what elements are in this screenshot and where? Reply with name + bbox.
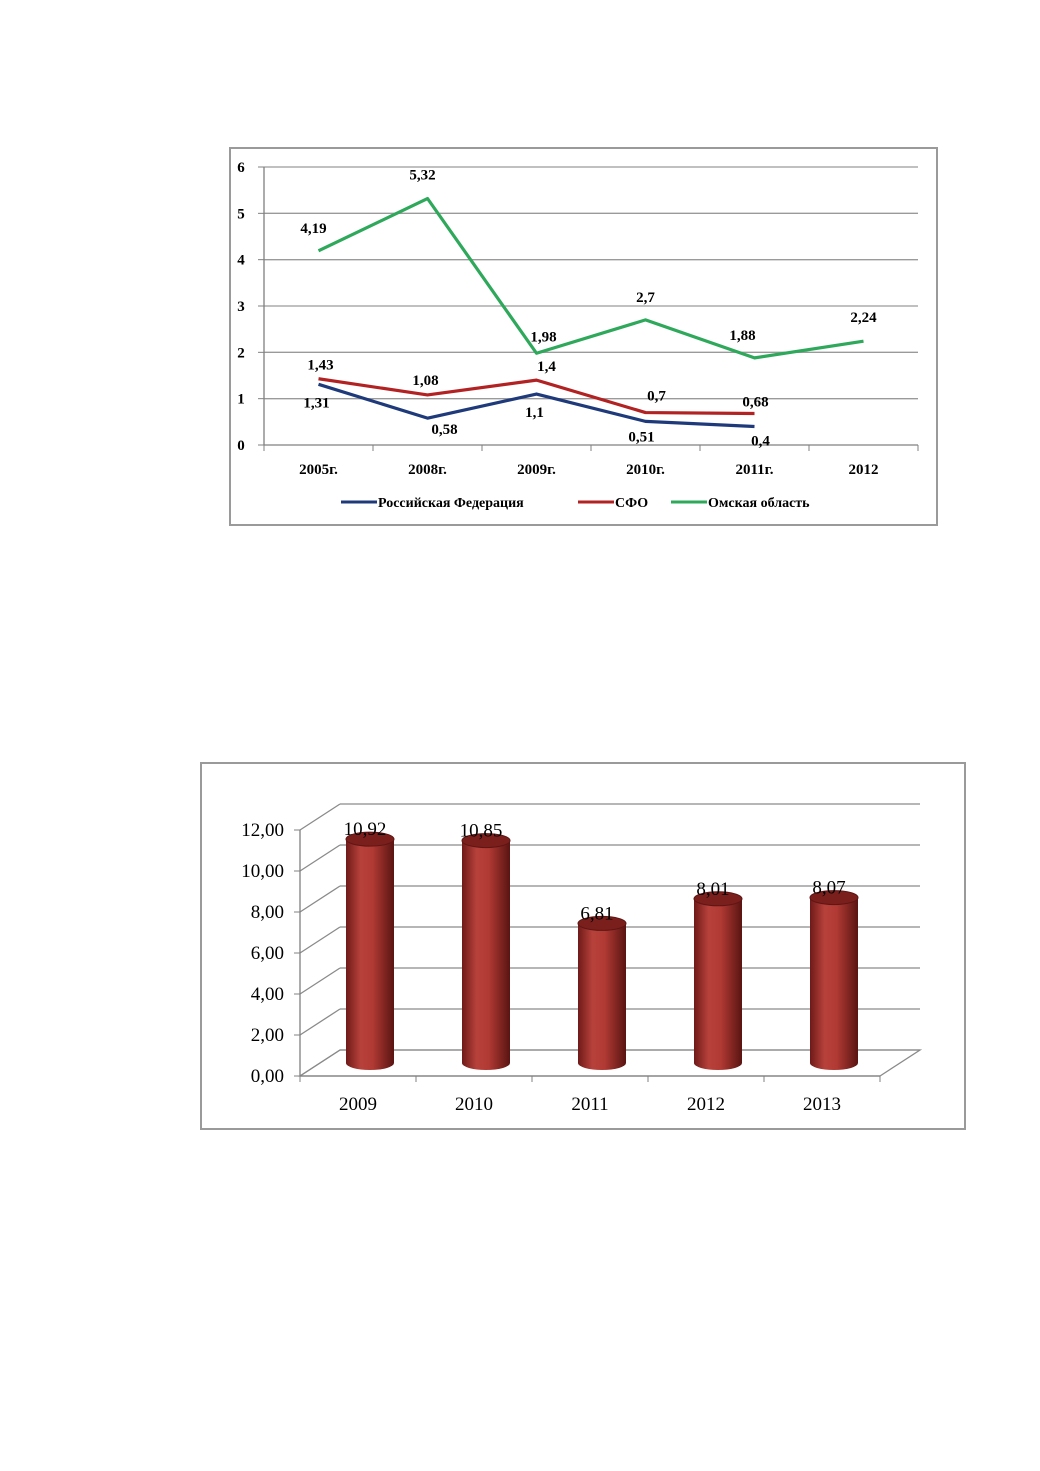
bar-body bbox=[346, 839, 394, 1070]
data-label: 10,92 bbox=[344, 819, 387, 840]
gridline-side bbox=[299, 926, 341, 954]
data-label: 2,24 bbox=[850, 310, 877, 326]
x-tick-label: 2012 bbox=[687, 1094, 725, 1115]
y-tick-label: 8,00 bbox=[251, 902, 284, 923]
y-tick-label: 5 bbox=[237, 206, 245, 222]
data-label: 1,1 bbox=[525, 405, 544, 421]
data-label: 2,7 bbox=[636, 290, 655, 306]
x-tick-label: 2009г. bbox=[517, 462, 556, 478]
data-label: 0,58 bbox=[431, 422, 457, 438]
series-line bbox=[317, 196, 864, 360]
x-tick-label: 2011 bbox=[571, 1094, 608, 1115]
series-line bbox=[318, 382, 755, 429]
data-label: 1,31 bbox=[303, 395, 329, 411]
line-chart: 0 1 2 3 4 5 6 2005г. 2008г. 2009г. 2010г. 2011г. 201… bbox=[237, 160, 919, 511]
bar-body bbox=[578, 923, 626, 1070]
data-label: 4,19 bbox=[300, 221, 326, 237]
bar-body bbox=[694, 898, 742, 1070]
data-label: 0,4 bbox=[751, 433, 770, 449]
legend-label: СФО bbox=[615, 496, 648, 511]
data-label: 1,08 bbox=[412, 373, 438, 389]
y-tick-label: 4,00 bbox=[251, 984, 284, 1005]
x-tick-label: 2005г. bbox=[299, 462, 338, 478]
y-tick-label: 2 bbox=[237, 345, 245, 361]
data-label: 6,81 bbox=[580, 903, 613, 924]
data-label: 8,01 bbox=[696, 879, 729, 900]
y-tick-label: 6,00 bbox=[251, 943, 284, 964]
bar-chart-frame: 0,00 2,00 4,00 6,00 8,00 10,00 12,00 10,92 2009 1… bbox=[200, 762, 966, 1130]
y-tick-label: 0,00 bbox=[251, 1066, 284, 1087]
data-label: 0,51 bbox=[628, 429, 654, 445]
legend-label: Омская область bbox=[708, 496, 810, 511]
bar-top bbox=[809, 890, 859, 906]
data-label: 8,07 bbox=[812, 878, 845, 899]
y-tick-label: 1 bbox=[237, 392, 245, 408]
bar-top bbox=[461, 833, 511, 849]
y-tick-label: 10,00 bbox=[241, 861, 284, 882]
series-line bbox=[318, 377, 755, 416]
data-label: 0,68 bbox=[742, 394, 768, 410]
bar-body bbox=[462, 840, 510, 1070]
bar-top bbox=[693, 891, 743, 907]
data-label: 1,98 bbox=[530, 329, 556, 345]
line-chart-frame: 0 1 2 3 4 5 6 2005г. 2008г. 2009г. 2010г. 2011г. 201… bbox=[229, 147, 938, 526]
gridline-side bbox=[299, 885, 341, 913]
y-tick-label: 3 bbox=[237, 299, 245, 315]
x-tick-label: 2010г. bbox=[626, 462, 665, 478]
y-tick-label: 12,00 bbox=[241, 820, 284, 841]
x-tick-label: 2012 bbox=[849, 462, 879, 478]
y-tick-label: 0 bbox=[237, 438, 245, 454]
data-label: 1,4 bbox=[537, 359, 556, 375]
gridline-side bbox=[299, 967, 341, 995]
y-tick-label: 6 bbox=[237, 160, 245, 176]
data-label: 10,85 bbox=[460, 821, 503, 842]
gridline-side bbox=[299, 844, 341, 872]
gridline-side bbox=[299, 1008, 341, 1036]
data-label: 1,88 bbox=[729, 328, 755, 344]
x-tick-label: 2008г. bbox=[408, 462, 447, 478]
bar-chart: 0,00 2,00 4,00 6,00 8,00 10,00 12,00 10,92 2009 1… bbox=[241, 803, 923, 1115]
y-tick-label: 2,00 bbox=[251, 1025, 284, 1046]
data-label: 1,43 bbox=[307, 358, 333, 374]
x-tick-label: 2010 bbox=[455, 1094, 493, 1115]
y-tick-label: 4 bbox=[237, 253, 245, 269]
bar-top bbox=[577, 915, 627, 931]
x-tick-label: 2013 bbox=[803, 1094, 841, 1115]
gridline-side bbox=[299, 803, 341, 831]
bar-top bbox=[345, 831, 395, 847]
data-label: 0,7 bbox=[647, 389, 666, 405]
x-tick-label: 2009 bbox=[339, 1094, 377, 1115]
bar-body bbox=[810, 897, 858, 1070]
x-tick-label: 2011г. bbox=[735, 462, 773, 478]
legend-label: Российская Федерация bbox=[378, 496, 524, 511]
data-label: 5,32 bbox=[409, 168, 435, 184]
